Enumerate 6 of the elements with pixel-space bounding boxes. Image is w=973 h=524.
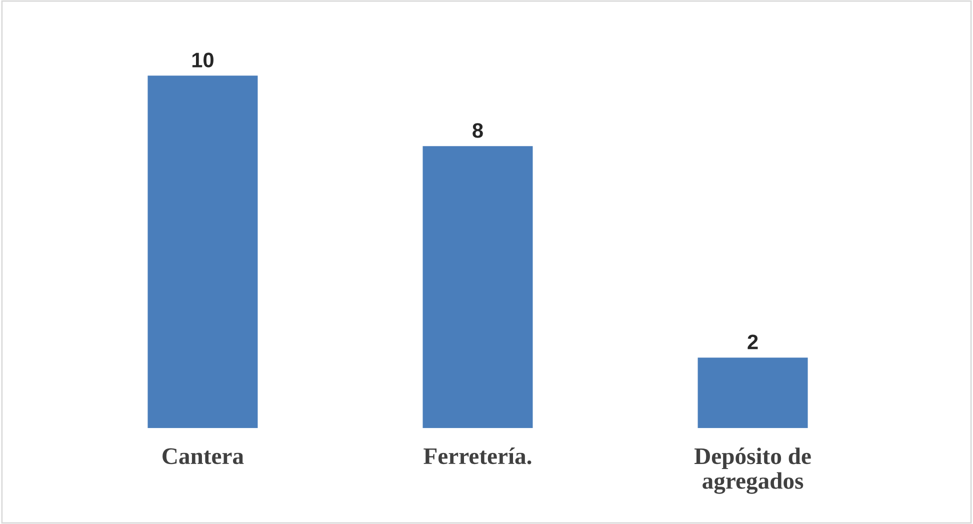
x-tick-label: Cantera [162,448,244,464]
x-tick-label: Depósito de agregados [694,448,811,494]
data-label: 2 [748,334,758,350]
data-label: 10 [192,52,214,68]
data-label: 8 [472,123,483,138]
x-tick-label: Ferretería. [424,448,532,464]
